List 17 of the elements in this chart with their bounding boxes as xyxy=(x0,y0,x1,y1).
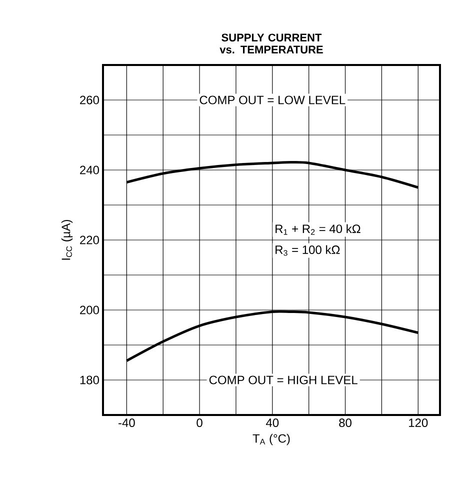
x-tick-label: -40 xyxy=(118,418,135,428)
annotation: R$_{3}$ = 100 kΩ xyxy=(276,245,340,256)
y-tick-label: 200 xyxy=(80,306,99,314)
annotation: COMP OUT = LOW LEVEL xyxy=(200,96,346,104)
chart-title: SUPPLY CURRENT vs. TEMPERATURE xyxy=(220,34,323,54)
x-tick-label: 120 xyxy=(409,418,428,428)
y-axis-title: I$_{CC}$ (µA) xyxy=(61,220,73,260)
y-tick-label: 220 xyxy=(80,236,99,244)
x-tick-label: 0 xyxy=(196,418,202,428)
y-tick-label: 260 xyxy=(80,96,99,104)
y-tick-label: 240 xyxy=(80,166,99,174)
annotation: COMP OUT = HIGH LEVEL xyxy=(209,376,358,384)
y-tick-label: 180 xyxy=(80,376,99,384)
x-axis-title: T$_{A}$ (°C) xyxy=(252,434,290,446)
annotation: R$_{1}$ + R$_{2}$ = 40 kΩ xyxy=(276,224,360,235)
x-tick-label: 80 xyxy=(339,418,352,428)
x-tick-label: 40 xyxy=(266,418,279,428)
